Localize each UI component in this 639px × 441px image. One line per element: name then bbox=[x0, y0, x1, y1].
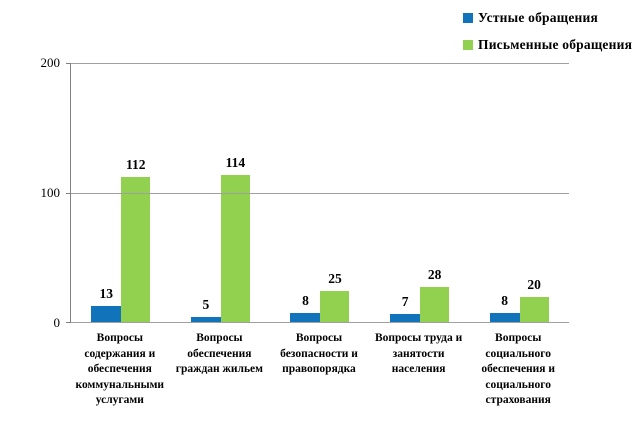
bar-value-label: 28 bbox=[427, 266, 442, 282]
bar-oral-1: 13 bbox=[91, 286, 122, 323]
y-tick-100 bbox=[66, 193, 71, 194]
bar-oral-4: 7 bbox=[390, 294, 421, 323]
gridline-0 bbox=[71, 322, 569, 323]
category-label-4: Вопросы труда и занятости населения bbox=[374, 332, 463, 376]
bar-group-1: 13 112 bbox=[71, 63, 171, 323]
bar-value-label: 8 bbox=[302, 292, 309, 308]
gridline-200 bbox=[71, 63, 569, 64]
bar-value-label: 114 bbox=[225, 154, 246, 170]
bar-value-label: 5 bbox=[202, 296, 210, 312]
bar-value-label: 7 bbox=[401, 293, 409, 309]
bar-group-2: 5 114 bbox=[171, 63, 271, 323]
bar-written-2: 114 bbox=[220, 155, 250, 323]
legend-label-written: Письменные обращения bbox=[478, 37, 633, 52]
legend-item-oral: Устные обращения bbox=[463, 10, 632, 26]
legend-swatch-green-icon bbox=[463, 40, 473, 50]
bar-group-3: 8 25 bbox=[270, 63, 370, 323]
category-axis-labels: Вопросы содержания и обеспечения коммуна… bbox=[70, 331, 568, 409]
bar-group-5: 8 20 bbox=[469, 63, 569, 323]
y-tick-label-0: 0 bbox=[53, 315, 61, 330]
bar-group-4: 7 28 bbox=[370, 63, 470, 323]
bar-written-5: 20 bbox=[519, 277, 549, 323]
bar-value-label: 20 bbox=[527, 277, 541, 292]
bar-written-3: 25 bbox=[320, 271, 350, 323]
legend-label-oral: Устные обращения bbox=[478, 10, 598, 25]
category-label-5: Вопросы социального обеспечения и социал… bbox=[481, 332, 556, 407]
plot-area: 13 112 5 114 8 25 7 28 8 20 bbox=[66, 63, 569, 323]
bar-oral-3: 8 bbox=[290, 293, 321, 323]
bar-oral-2: 5 bbox=[190, 297, 221, 323]
y-tick-200 bbox=[66, 63, 71, 64]
bar-oral-5: 8 bbox=[489, 293, 520, 323]
bar-written-4: 28 bbox=[420, 267, 450, 323]
bar-written-1: 112 bbox=[121, 157, 151, 323]
bar-value-label: 25 bbox=[328, 270, 342, 286]
legend-swatch-blue-icon bbox=[463, 13, 473, 23]
y-tick-label-100: 100 bbox=[40, 185, 61, 200]
gridline-100 bbox=[71, 193, 569, 194]
bar-value-label: 112 bbox=[126, 157, 146, 173]
bar-value-label: 13 bbox=[99, 286, 114, 302]
category-label-1: Вопросы содержания и обеспечения коммуна… bbox=[75, 332, 165, 407]
category-label-3: Вопросы безопасности и правопорядка bbox=[280, 332, 358, 376]
bar-groups: 13 112 5 114 8 25 7 28 8 20 bbox=[71, 63, 569, 323]
y-tick-0 bbox=[66, 322, 71, 323]
legend-item-written: Письменные обращения bbox=[463, 37, 632, 53]
bar-value-label: 8 bbox=[501, 292, 509, 308]
chart-legend: Устные обращения Письменные обращения bbox=[463, 10, 632, 64]
category-label-2: Вопросы обеспечения граждан жильем bbox=[175, 332, 263, 376]
y-tick-label-200: 200 bbox=[40, 55, 61, 70]
